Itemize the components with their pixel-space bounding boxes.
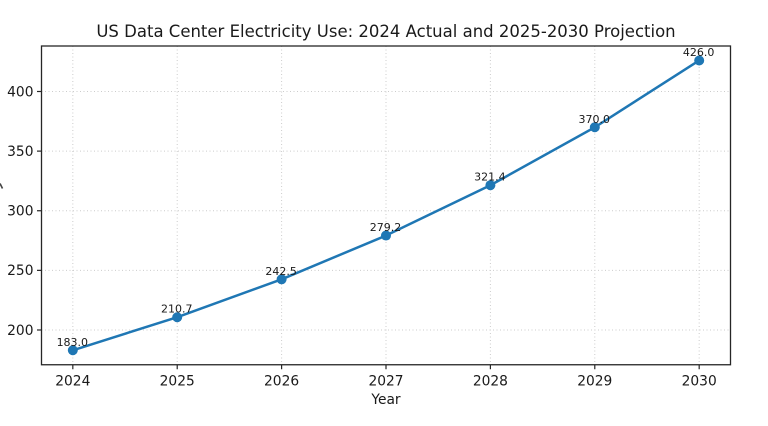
y-tick-label: 300: [7, 204, 33, 220]
y-tick-label: 200: [7, 323, 33, 339]
y-tick-label: 250: [7, 263, 33, 279]
x-tick-label: 2026: [264, 373, 299, 389]
x-tick-label: 2028: [473, 373, 508, 389]
data-point: [67, 345, 78, 356]
x-tick-label: 2029: [577, 373, 612, 389]
data-point: [381, 230, 391, 241]
plot-border: [40, 45, 732, 366]
data-point-label: 370.0: [579, 113, 611, 126]
cropped-ylabel-fragment: [0, 183, 4, 189]
data-point-label: 426.0: [683, 46, 715, 59]
x-tick-label: 2025: [160, 373, 195, 389]
data-point: [694, 55, 705, 66]
data-point-label: 242.5: [265, 265, 297, 278]
data-point-label: 183.0: [57, 336, 89, 349]
data-point: [172, 312, 183, 323]
data-point-label: 210.7: [161, 303, 193, 316]
x-axis-label: Year: [370, 392, 401, 408]
x-tick-label: 2027: [368, 373, 403, 389]
x-tick-label: 2030: [682, 373, 717, 389]
data-point: [589, 122, 600, 133]
chart-title: US Data Center Electricity Use: 2024 Act…: [96, 22, 675, 41]
data-point-label: 279.2: [370, 221, 402, 234]
y-tick-label: 350: [7, 144, 33, 160]
plot-area: 2024 2025 2026 2027 2028 2029 2030 200 250 300 350…: [7, 45, 732, 389]
data-point: [276, 274, 287, 285]
data-point-label: 321.4: [474, 171, 506, 184]
y-tick-label: 400: [7, 84, 33, 100]
data-point: [485, 180, 496, 191]
x-tick-label: 2024: [55, 373, 90, 389]
